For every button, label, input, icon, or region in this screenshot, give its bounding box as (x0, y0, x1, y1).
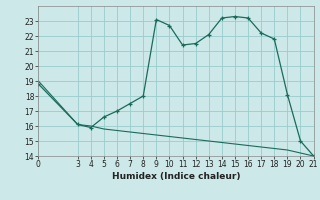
X-axis label: Humidex (Indice chaleur): Humidex (Indice chaleur) (112, 172, 240, 181)
